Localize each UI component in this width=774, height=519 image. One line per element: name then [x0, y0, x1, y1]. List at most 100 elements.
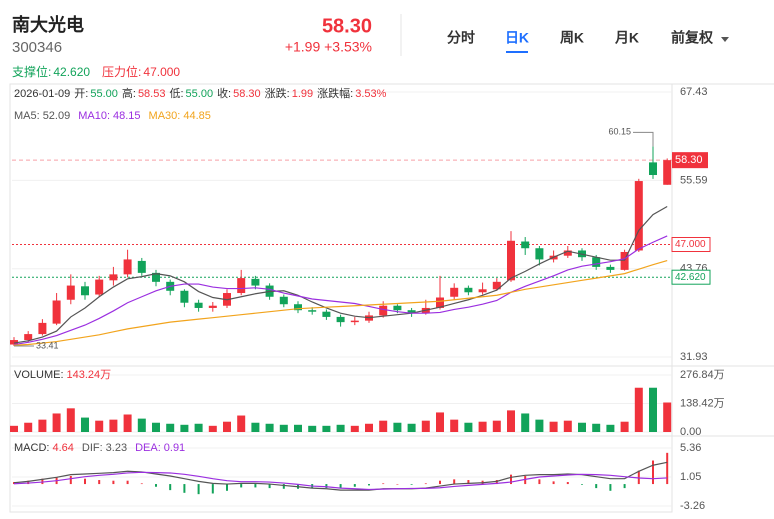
macd-bar [524, 475, 527, 485]
candle-body [208, 305, 217, 308]
volume-bar [322, 425, 331, 432]
legend-value: 4.64 [52, 442, 73, 454]
candle-body [663, 160, 672, 185]
volume-bar [379, 420, 388, 432]
level-label: 支撑位: [12, 64, 51, 79]
volume-bar [507, 410, 515, 432]
candle-body [52, 300, 61, 324]
candle-body [10, 340, 18, 345]
volume-bar [649, 387, 657, 432]
macd-bar [609, 484, 612, 491]
y-tick-label: 31.93 [680, 351, 708, 363]
candle-body [393, 305, 402, 311]
volume-bar [436, 412, 444, 432]
macd-bar [424, 483, 427, 485]
macd-bar [566, 482, 569, 485]
tab[interactable]: 前复权 [671, 30, 714, 46]
candle-body [109, 274, 118, 281]
candle-body [123, 259, 132, 275]
volume-bar [265, 423, 274, 432]
macd-bar [254, 484, 257, 488]
tab[interactable]: 分时 [447, 30, 475, 46]
legend-name: MA5: [14, 110, 40, 122]
candle-body [237, 278, 246, 294]
volume-bar [237, 415, 246, 432]
macd-bar [637, 470, 640, 485]
candle-body [436, 297, 444, 308]
y-tick-label: 67.43 [680, 86, 708, 98]
info-label: 收: [217, 86, 231, 100]
y-tick-label: 276.84万 [680, 369, 725, 381]
macd-bar [339, 484, 342, 489]
macd-bar [552, 481, 555, 485]
annotation-leader [633, 131, 654, 147]
candle-body [649, 162, 657, 176]
macd-bar [69, 475, 72, 485]
macd-bar [382, 483, 385, 485]
info-value: 3.53% [355, 88, 386, 100]
legend-value: 0.91 [164, 442, 185, 454]
macd-bar [84, 478, 86, 485]
y-tick-label: -3.26 [680, 500, 705, 512]
macd-bar [169, 484, 172, 491]
candle-body [152, 272, 160, 282]
candle-body [180, 290, 189, 303]
tab[interactable]: 周K [560, 30, 584, 46]
legend-value: 143.24万 [67, 369, 112, 381]
y-tick-label: 0.00 [680, 426, 701, 438]
macd-bar [353, 484, 356, 487]
volume-bar [492, 420, 501, 432]
macd-bar [13, 482, 15, 485]
volume-bar [450, 419, 459, 432]
volume-bar [535, 419, 544, 432]
level-value: 42.620 [53, 65, 90, 79]
candle-body [38, 322, 47, 335]
info-date: 2026-01-09 [14, 88, 70, 100]
macd-bar [211, 484, 214, 494]
candle-body [620, 251, 629, 270]
info-value: 55.00 [90, 88, 118, 100]
macd-bar [581, 484, 583, 485]
info-value: 58.53 [138, 88, 166, 100]
candle-body [592, 257, 601, 267]
level-box-label: 42.620 [675, 272, 706, 283]
y-tick-label: 138.42万 [680, 397, 725, 409]
volume-bar [294, 424, 302, 432]
candle-body [194, 302, 203, 308]
volume-bar [592, 423, 601, 432]
volume-bar [549, 421, 558, 432]
macd-bar [495, 480, 498, 485]
stock-code: 300346 [12, 39, 62, 56]
dropdown-caret[interactable] [721, 37, 729, 42]
volume-bar [350, 425, 359, 432]
volume-bar [393, 422, 402, 432]
macd-bar [652, 460, 654, 485]
candle-body [478, 289, 487, 293]
volume-bar [38, 419, 47, 432]
legend-value: 48.15 [113, 110, 141, 122]
macd-bar [155, 484, 157, 487]
tab[interactable]: 日K [505, 30, 529, 46]
macd-bar [126, 480, 129, 485]
last-price-label: 58.30 [675, 154, 703, 166]
volume-bar [109, 419, 118, 432]
macd-bar [112, 480, 115, 485]
price-change: +1.99 +3.53% [285, 39, 372, 55]
legend-name: MA30: [149, 110, 181, 122]
candle-body [336, 316, 345, 323]
ohlc-info: 2026-01-09 开: 55.00 高: 58.53 低: 55.00 收: 58.30 涨跌… [14, 86, 387, 100]
legend-value: 44.85 [183, 110, 211, 122]
tab[interactable]: 月K [614, 30, 639, 46]
volume-bar [152, 422, 160, 432]
candle-body [535, 248, 544, 260]
candle-body [464, 287, 473, 293]
legend-title: VOLUME: [14, 369, 64, 381]
volume-bar [10, 425, 18, 432]
candle-body [137, 260, 146, 273]
legend-value: 3.23 [106, 442, 127, 454]
macd-bar [410, 484, 413, 485]
volume-bar [563, 420, 572, 432]
y-tick-label: 5.36 [680, 442, 701, 454]
macd-bar [510, 474, 512, 485]
volume-bar [137, 418, 146, 432]
